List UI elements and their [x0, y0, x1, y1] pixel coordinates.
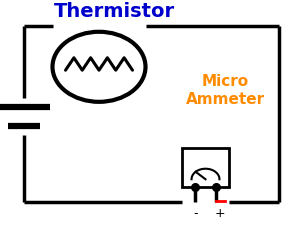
Text: +: +	[215, 206, 226, 219]
Text: Micro
Ammeter: Micro Ammeter	[185, 74, 265, 106]
Text: -: -	[193, 206, 197, 219]
Bar	[182, 148, 229, 187]
Text: Thermistor: Thermistor	[53, 2, 175, 21]
